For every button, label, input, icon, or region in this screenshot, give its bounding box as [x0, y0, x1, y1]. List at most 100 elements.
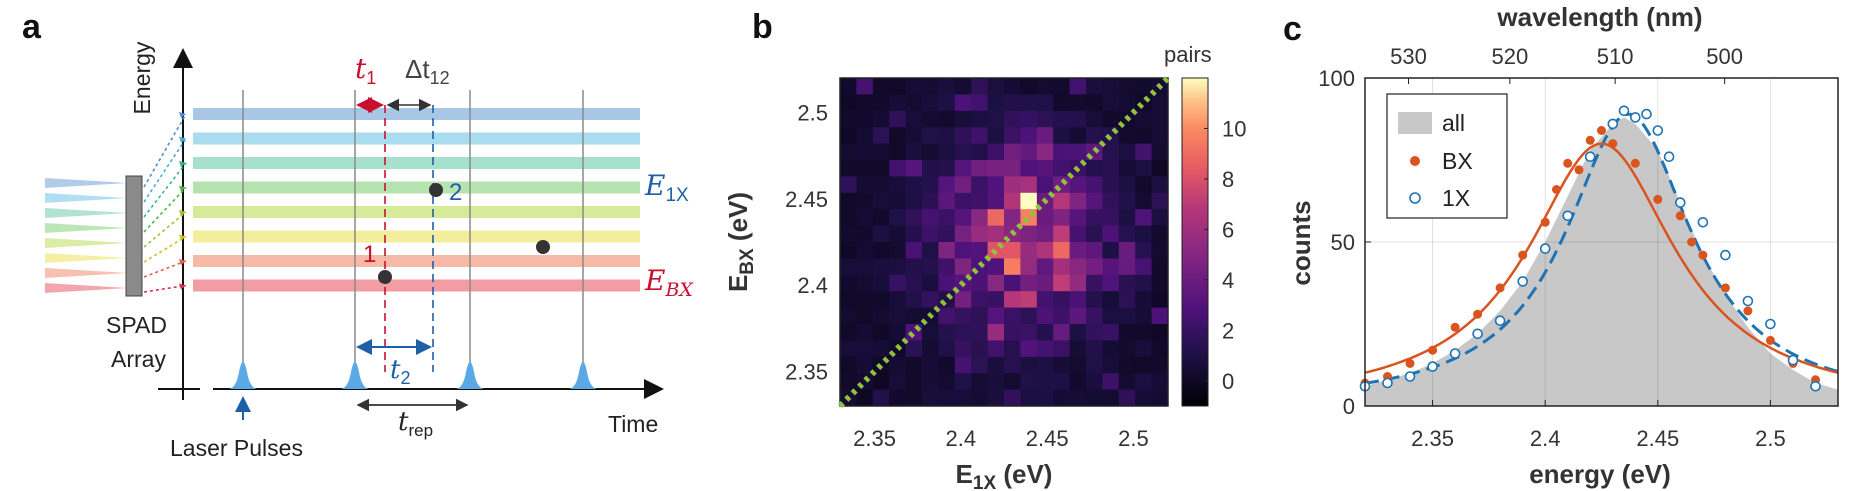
- fit-1x-line: [1364, 112, 1839, 385]
- colorbar-tick: 0: [1222, 369, 1234, 394]
- legend-swatch-all: [1398, 112, 1432, 134]
- heatmap-cell: [922, 160, 939, 177]
- heatmap-cell: [1135, 110, 1152, 128]
- heatmap-cell: [1036, 324, 1054, 341]
- heatmap-cell: [922, 389, 939, 407]
- heatmap-cell: [971, 307, 988, 325]
- heatmap-cell: [1069, 373, 1087, 390]
- heatmap-cell: [1086, 324, 1103, 341]
- panel-a: a Energy Time Laser Pulses: [22, 8, 694, 461]
- pulse-lines: [242, 90, 584, 380]
- heatmap-cell: [1118, 258, 1136, 276]
- heatmap-cell: [1069, 143, 1087, 161]
- heatmap-cell: [971, 258, 988, 276]
- heatmap-cell: [1118, 242, 1136, 259]
- heatmap-cell: [1004, 356, 1021, 374]
- heatmap-cell: [1053, 373, 1070, 390]
- heatmap-cell: [1004, 176, 1021, 194]
- heatmap-cell: [971, 225, 988, 243]
- heatmap-cell: [856, 274, 874, 292]
- heatmap-cell: [1102, 176, 1120, 194]
- heatmap-cell: [905, 127, 923, 144]
- heatmap-cell: [1102, 340, 1120, 358]
- heatmap-cell: [856, 209, 874, 226]
- heatmap-cell: [1135, 143, 1152, 161]
- heatmap-cell: [905, 78, 923, 95]
- heatmap-cell: [1053, 110, 1070, 128]
- heatmap-cell: [922, 78, 939, 95]
- panel-c: c 2.35 2.4 2.45 2.5 0 50 100 530 520 510 500 wavel…: [1283, 2, 1839, 489]
- heatmap-cell: [938, 209, 956, 226]
- bx-point: [1552, 185, 1561, 194]
- heatmap-cell: [1069, 340, 1087, 358]
- heatmap-cell: [1118, 192, 1136, 210]
- heatmap-cell: [1020, 324, 1038, 341]
- top-x-tick: 530: [1390, 44, 1427, 69]
- heatmap-cell: [954, 127, 972, 144]
- photon-label-1: 1: [363, 241, 376, 268]
- heatmap-cell: [1036, 143, 1054, 161]
- laser-pulse: [340, 362, 370, 389]
- heatmap-cell: [1086, 389, 1103, 407]
- heatmap-cell: [1004, 192, 1021, 210]
- heatmap-cell: [1135, 274, 1152, 292]
- heatmap-cell: [1151, 307, 1169, 325]
- heatmap-x-label: E1X (eV): [956, 459, 1053, 491]
- heatmap-cell: [971, 340, 988, 358]
- heatmap-cell: [1135, 258, 1152, 276]
- heatmap-cell: [1102, 307, 1120, 325]
- 1x-point: [1517, 276, 1528, 287]
- heatmap-cell: [856, 143, 874, 161]
- heatmap-cell: [971, 143, 988, 161]
- energy-band: [193, 230, 640, 243]
- heatmap-cell: [1135, 307, 1152, 325]
- heatmap-cell: [905, 274, 923, 292]
- photon-event-2: [429, 183, 443, 197]
- heatmap-cell: [840, 78, 857, 95]
- heatmap-cell: [938, 356, 956, 374]
- x-axis-label: energy (eV): [1529, 459, 1671, 489]
- heatmap-cell: [889, 110, 906, 128]
- heatmap-cell: [872, 78, 890, 95]
- bx-point: [1675, 211, 1685, 221]
- heatmap-cell: [987, 356, 1005, 374]
- legend-label-1x: 1X: [1442, 185, 1470, 211]
- heatmap-cell: [1004, 242, 1021, 259]
- heatmap-cell: [889, 307, 906, 325]
- heatmap-cell: [1020, 356, 1038, 374]
- heatmap-cell: [971, 110, 988, 128]
- 1x-point: [1382, 377, 1393, 389]
- heatmap-cell: [872, 176, 890, 194]
- e1x-label: E1X: [644, 169, 689, 206]
- heatmap-cell: [1020, 110, 1038, 128]
- heatmap-cell: [954, 78, 972, 95]
- spectrum-plot: 2.35 2.4 2.45 2.5 0 50 100 530 520 510 500: [1318, 44, 1839, 451]
- heatmap-cell: [840, 143, 857, 161]
- t1-label: t1: [355, 52, 376, 88]
- heatmap-cell: [938, 94, 956, 112]
- heatmap-cell: [987, 160, 1005, 177]
- heatmap-cell: [954, 209, 972, 226]
- heatmap-cell: [1036, 356, 1054, 374]
- top-x-label: wavelength (nm): [1496, 2, 1702, 32]
- heatmap-cell: [872, 274, 890, 292]
- heatmap-cell: [1036, 209, 1054, 226]
- heatmap-cell: [938, 160, 956, 177]
- heatmap-cell: [840, 340, 857, 358]
- heatmap-cell: [889, 356, 906, 374]
- heatmap-cell: [938, 127, 956, 144]
- heatmap-cell: [954, 192, 972, 210]
- heatmap-cell: [987, 110, 1005, 128]
- heatmap-cell: [889, 176, 906, 194]
- heatmap-cell: [954, 356, 972, 374]
- heatmap-cell: [1020, 242, 1038, 259]
- x-tick: 2.4: [1530, 426, 1561, 451]
- bx-point: [1405, 358, 1415, 368]
- heatmap-cell: [954, 291, 972, 308]
- heatmap-cell: [922, 340, 939, 358]
- bx-point: [1630, 158, 1640, 168]
- heatmap-cell: [938, 110, 956, 128]
- heatmap-cell: [1086, 78, 1103, 95]
- heatmap-cell: [840, 307, 857, 325]
- 1x-point: [1675, 197, 1686, 208]
